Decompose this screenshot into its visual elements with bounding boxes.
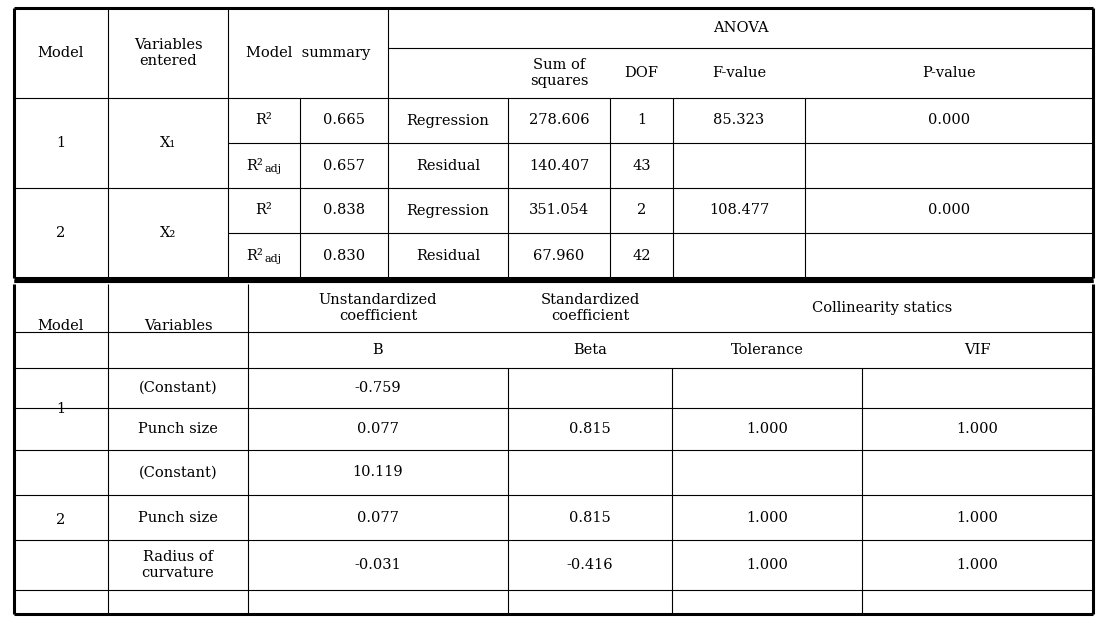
Text: 0.665: 0.665 [323, 113, 365, 128]
Text: Model: Model [38, 319, 84, 333]
Text: 351.054: 351.054 [529, 204, 589, 217]
Text: 1.000: 1.000 [746, 422, 788, 436]
Text: Regression: Regression [406, 113, 489, 128]
Text: 1.000: 1.000 [956, 558, 999, 572]
Text: 2: 2 [56, 513, 65, 527]
Text: Sum of
squares: Sum of squares [530, 58, 588, 88]
Text: 1.000: 1.000 [956, 422, 999, 436]
Text: 0.830: 0.830 [323, 249, 365, 262]
Text: Residual: Residual [416, 249, 480, 262]
Text: 0.657: 0.657 [323, 158, 365, 173]
Text: F-value: F-value [712, 66, 766, 80]
Text: Variables: Variables [144, 319, 213, 333]
Text: 1: 1 [56, 136, 65, 150]
Text: B: B [373, 343, 383, 357]
Text: R²: R² [256, 204, 272, 217]
Text: 67.960: 67.960 [534, 249, 584, 262]
Text: (Constant): (Constant) [138, 465, 217, 480]
Text: Model  summary: Model summary [246, 46, 370, 60]
Text: Tolerance: Tolerance [731, 343, 804, 357]
Text: R²: R² [247, 158, 263, 173]
Text: 140.407: 140.407 [529, 158, 589, 173]
Text: R²: R² [247, 249, 263, 262]
Text: 108.477: 108.477 [708, 204, 769, 217]
Text: Beta: Beta [573, 343, 607, 357]
Text: Radius of
curvature: Radius of curvature [142, 550, 215, 580]
Text: 2: 2 [637, 204, 646, 217]
Text: 0.000: 0.000 [928, 204, 970, 217]
Text: 278.606: 278.606 [529, 113, 589, 128]
Text: VIF: VIF [964, 343, 991, 357]
Text: 1: 1 [56, 402, 65, 416]
Text: ANOVA: ANOVA [713, 21, 768, 35]
Text: -0.031: -0.031 [354, 558, 402, 572]
Text: Variables
entered: Variables entered [134, 38, 203, 68]
Text: 85.323: 85.323 [713, 113, 765, 128]
Text: 1.000: 1.000 [746, 510, 788, 525]
Text: Unstandardized
coefficient: Unstandardized coefficient [319, 293, 437, 323]
Text: -0.416: -0.416 [567, 558, 613, 572]
Text: Model: Model [38, 46, 84, 60]
Text: 0.838: 0.838 [323, 204, 365, 217]
Text: 0.077: 0.077 [358, 422, 399, 436]
Text: adj: adj [265, 255, 281, 265]
Text: DOF: DOF [624, 66, 659, 80]
Text: Punch size: Punch size [138, 422, 218, 436]
Text: 0.000: 0.000 [928, 113, 970, 128]
Text: P-value: P-value [922, 66, 975, 80]
Text: X₂: X₂ [159, 226, 176, 240]
Text: X₁: X₁ [159, 136, 176, 150]
Text: 0.815: 0.815 [569, 510, 611, 525]
Text: Regression: Regression [406, 204, 489, 217]
Text: Standardized
coefficient: Standardized coefficient [540, 293, 640, 323]
Text: 1.000: 1.000 [746, 558, 788, 572]
Text: 1: 1 [637, 113, 646, 128]
Text: 0.815: 0.815 [569, 422, 611, 436]
Text: (Constant): (Constant) [138, 381, 217, 395]
Text: Punch size: Punch size [138, 510, 218, 525]
Text: 0.077: 0.077 [358, 510, 399, 525]
Text: 1.000: 1.000 [956, 510, 999, 525]
Text: adj: adj [265, 164, 281, 174]
Text: Collinearity statics: Collinearity statics [813, 301, 953, 315]
Text: -0.759: -0.759 [354, 381, 402, 395]
Text: 2: 2 [56, 226, 65, 240]
Text: Residual: Residual [416, 158, 480, 173]
Text: R²: R² [256, 113, 272, 128]
Text: 10.119: 10.119 [353, 465, 403, 480]
Text: 42: 42 [632, 249, 651, 262]
Text: 43: 43 [632, 158, 651, 173]
